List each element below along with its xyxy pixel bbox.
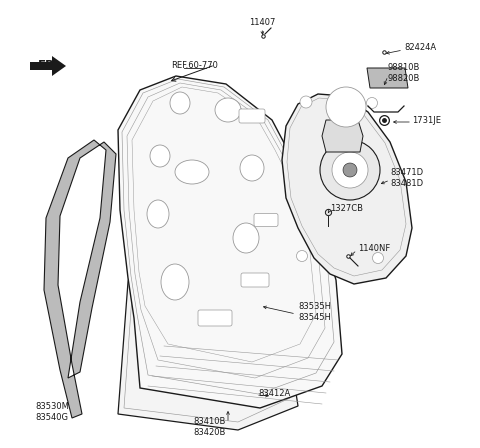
Text: 82424A: 82424A <box>404 43 436 52</box>
Text: FR.: FR. <box>38 59 60 72</box>
Text: 83535H
83545H: 83535H 83545H <box>298 302 331 322</box>
Polygon shape <box>30 56 66 76</box>
Ellipse shape <box>240 155 264 181</box>
Ellipse shape <box>372 253 384 263</box>
Text: 83471D
83481D: 83471D 83481D <box>390 168 423 188</box>
FancyBboxPatch shape <box>254 214 278 227</box>
Polygon shape <box>118 180 298 430</box>
FancyBboxPatch shape <box>239 109 265 123</box>
Text: 11407: 11407 <box>249 17 275 26</box>
Text: REF.60-770: REF.60-770 <box>171 60 218 69</box>
FancyBboxPatch shape <box>198 310 232 326</box>
Ellipse shape <box>215 98 241 122</box>
Ellipse shape <box>150 145 170 167</box>
Polygon shape <box>322 120 363 152</box>
Ellipse shape <box>175 160 209 184</box>
Polygon shape <box>367 68 408 88</box>
Circle shape <box>320 140 380 200</box>
Ellipse shape <box>297 250 308 262</box>
Polygon shape <box>174 218 194 236</box>
Ellipse shape <box>233 223 259 253</box>
Ellipse shape <box>300 96 312 108</box>
Circle shape <box>332 152 368 188</box>
FancyBboxPatch shape <box>241 273 269 287</box>
Text: 98810B
98820B: 98810B 98820B <box>388 63 420 83</box>
Text: 83410B
83420B: 83410B 83420B <box>194 417 226 437</box>
Text: 83530M
83540G: 83530M 83540G <box>35 402 69 422</box>
Polygon shape <box>118 76 342 408</box>
Ellipse shape <box>147 200 169 228</box>
Polygon shape <box>44 140 116 418</box>
Circle shape <box>343 163 357 177</box>
Ellipse shape <box>170 92 190 114</box>
Ellipse shape <box>161 264 189 300</box>
Circle shape <box>326 87 366 127</box>
Text: 83412A: 83412A <box>258 388 290 397</box>
Text: 1327CB: 1327CB <box>330 203 363 212</box>
Polygon shape <box>282 94 412 284</box>
Text: 1731JE: 1731JE <box>412 116 441 125</box>
Ellipse shape <box>367 98 377 108</box>
Text: 1140NF: 1140NF <box>358 244 390 253</box>
